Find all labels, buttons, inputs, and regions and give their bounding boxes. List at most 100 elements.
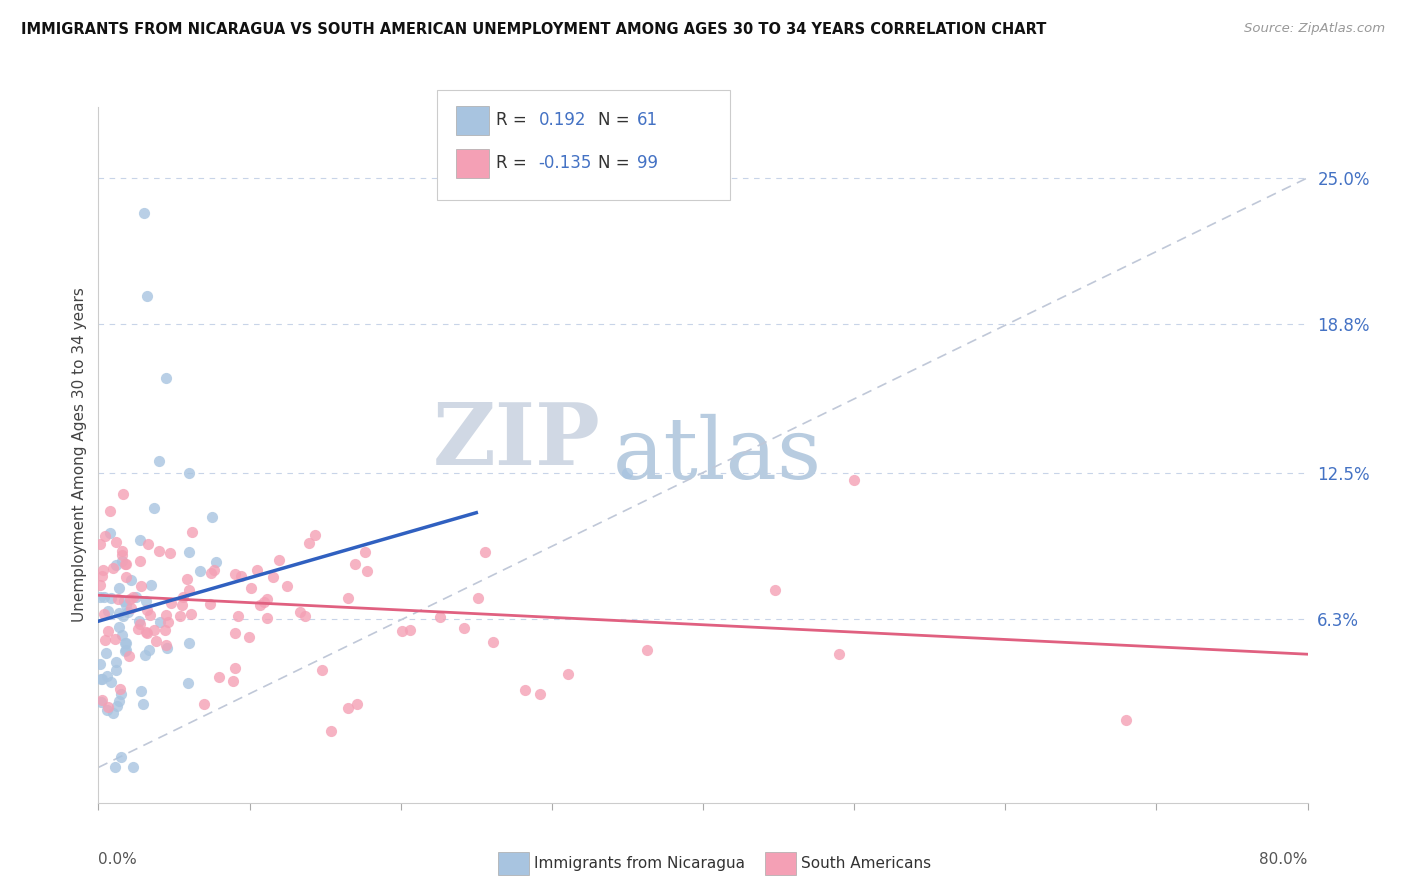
- Point: [156, 640, 179, 655]
- Point: [267, 553, 290, 567]
- Point: [294, 608, 316, 623]
- Point: [290, 606, 312, 620]
- Point: [135, 289, 157, 303]
- Point: [132, 206, 155, 220]
- Point: [107, 592, 129, 607]
- Point: [336, 701, 359, 715]
- Point: [138, 607, 160, 622]
- Point: [311, 663, 333, 677]
- Point: [155, 371, 177, 385]
- Point: [129, 533, 152, 547]
- Point: [93, 607, 115, 621]
- Point: [97, 604, 120, 618]
- Point: [515, 683, 537, 698]
- Point: [89, 537, 111, 551]
- Point: [111, 609, 134, 624]
- Point: [93, 529, 115, 543]
- Point: [114, 558, 136, 572]
- Point: [200, 566, 222, 580]
- Text: R =: R =: [496, 112, 533, 129]
- Point: [159, 546, 181, 560]
- Point: [97, 700, 120, 714]
- Point: [176, 572, 198, 586]
- Point: [101, 561, 124, 575]
- Point: [131, 683, 153, 698]
- Point: [177, 544, 200, 558]
- Point: [104, 663, 127, 677]
- Point: [529, 687, 551, 701]
- Point: [148, 543, 170, 558]
- Text: Source: ZipAtlas.com: Source: ZipAtlas.com: [1244, 22, 1385, 36]
- Point: [136, 626, 159, 640]
- Point: [136, 602, 159, 616]
- Point: [226, 608, 249, 623]
- Point: [98, 525, 121, 540]
- Point: [262, 570, 284, 584]
- Point: [112, 594, 135, 608]
- Point: [129, 617, 152, 632]
- Point: [138, 536, 160, 550]
- Point: [155, 639, 177, 653]
- Point: [353, 545, 375, 559]
- Point: [188, 564, 211, 578]
- Point: [157, 615, 180, 629]
- Point: [104, 558, 127, 572]
- Point: [346, 697, 368, 711]
- Point: [118, 591, 141, 606]
- Point: [177, 582, 200, 597]
- Point: [253, 595, 276, 609]
- Point: [118, 648, 141, 663]
- Point: [100, 674, 122, 689]
- Point: [238, 630, 260, 644]
- Point: [224, 567, 246, 582]
- Point: [122, 590, 145, 604]
- Point: [249, 598, 271, 612]
- Point: [143, 623, 166, 637]
- Point: [160, 596, 183, 610]
- Point: [114, 557, 136, 571]
- Point: [181, 525, 204, 540]
- Point: [108, 606, 131, 620]
- Point: [94, 632, 117, 647]
- Point: [256, 592, 278, 607]
- Point: [240, 581, 263, 595]
- Point: [429, 610, 451, 624]
- Point: [129, 579, 152, 593]
- Point: [222, 674, 245, 689]
- Point: [172, 590, 194, 604]
- Point: [557, 667, 579, 681]
- Point: [98, 503, 121, 517]
- Point: [474, 545, 496, 559]
- Point: [135, 625, 157, 640]
- Point: [104, 534, 127, 549]
- Text: R =: R =: [496, 154, 533, 172]
- Point: [844, 473, 866, 487]
- Point: [111, 544, 134, 558]
- Point: [122, 760, 145, 774]
- Point: [224, 660, 246, 674]
- Point: [208, 670, 231, 684]
- Point: [97, 624, 120, 639]
- Point: [132, 697, 155, 711]
- Point: [229, 569, 252, 583]
- Point: [636, 643, 658, 657]
- Text: 80.0%: 80.0%: [1260, 852, 1308, 866]
- Point: [127, 623, 149, 637]
- Point: [89, 657, 111, 672]
- Point: [138, 642, 160, 657]
- Point: [344, 557, 367, 571]
- Point: [90, 695, 112, 709]
- Point: [482, 635, 505, 649]
- Point: [89, 578, 111, 592]
- Point: [142, 501, 165, 516]
- Text: 0.192: 0.192: [538, 112, 586, 129]
- Point: [104, 760, 127, 774]
- Point: [107, 582, 129, 596]
- Point: [110, 681, 132, 696]
- Point: [110, 749, 132, 764]
- Text: IMMIGRANTS FROM NICARAGUA VS SOUTH AMERICAN UNEMPLOYMENT AMONG AGES 30 TO 34 YEA: IMMIGRANTS FROM NICARAGUA VS SOUTH AMERI…: [21, 22, 1046, 37]
- Point: [115, 570, 138, 584]
- Point: [153, 624, 176, 638]
- Point: [135, 593, 157, 607]
- Point: [104, 632, 127, 646]
